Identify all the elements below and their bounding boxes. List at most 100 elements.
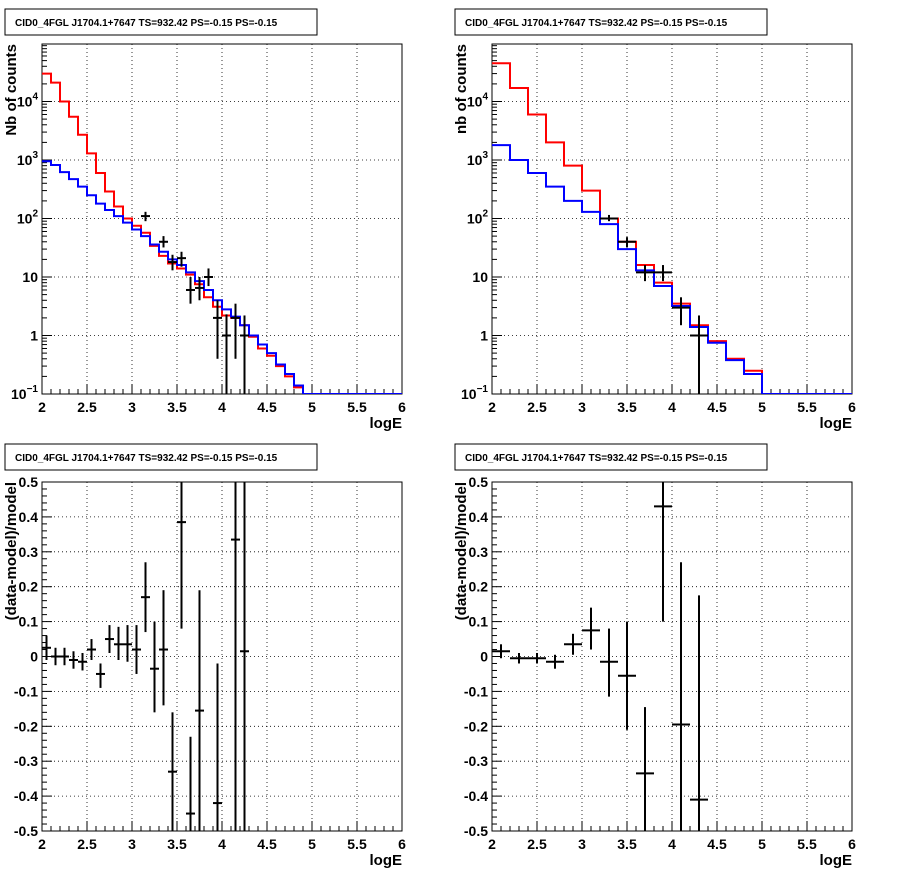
data-point [204, 268, 213, 287]
data-point [42, 635, 51, 660]
plot-area [42, 72, 402, 394]
histogram-series-2 [492, 144, 852, 394]
x-tick-label: 6 [398, 836, 406, 852]
y-tick-label: 102 [467, 209, 489, 227]
grid [41, 44, 403, 394]
x-tick-label: 5.5 [347, 399, 367, 415]
data-point [546, 654, 564, 669]
data-point [600, 628, 618, 697]
data-point [690, 595, 708, 831]
data-point [177, 482, 186, 629]
title-box [454, 443, 768, 471]
grid [41, 482, 403, 831]
data-point [177, 251, 186, 267]
x-tick-label: 3 [128, 399, 136, 415]
y-axis: -0.5 -0.4 -0.3 -0.2 -0.1 0 0.1 0.2 0.3 0.4 0.5 [464, 474, 502, 839]
data-point [132, 625, 141, 674]
x-tick-label: 3 [578, 399, 586, 415]
data-point [186, 736, 195, 831]
title-box [4, 8, 318, 36]
y-tick-label: 103 [17, 150, 39, 168]
x-tick-label: 3.5 [617, 399, 637, 415]
data-point [222, 314, 231, 394]
chart-panel-3: CID0_4FGL J1704.1+7647 TS=932.42 PS=-0.1… [3, 443, 406, 869]
chart-title: CID0_4FGL J1704.1+7647 TS=932.42 PS=-0.1… [465, 453, 728, 464]
x-axis-label: logE [820, 415, 853, 432]
plot-area [492, 482, 708, 831]
y-axis: -0.5 -0.4 -0.3 -0.2 -0.1 0 0.1 0.2 0.3 0.4 0.5 [14, 474, 52, 839]
data-point [690, 315, 708, 394]
x-tick-label: 2.5 [527, 399, 547, 415]
x-tick-label: 5.5 [797, 836, 817, 852]
data-point [564, 633, 582, 655]
x-tick-label: 2 [38, 836, 46, 852]
x-axis: 2 2.5 3 3.5 4 4.5 5 5.5 6 [488, 821, 856, 852]
x-tick-label: 2.5 [527, 836, 547, 852]
y-tick-label: 103 [467, 150, 489, 168]
data-point [141, 211, 150, 222]
y-tick-label: 0.2 [469, 579, 489, 595]
chart-panel-1: CID0_4FGL J1704.1+7647 TS=932.42 PS=-0.1… [3, 8, 406, 432]
y-tick-label: 10 [22, 269, 38, 285]
y-tick-label: 0 [30, 649, 38, 665]
y-tick-label: -0.5 [14, 823, 38, 839]
data-point [618, 237, 636, 248]
data-point [195, 277, 204, 301]
y-tick-label: 10−1 [11, 384, 38, 402]
title-box [4, 443, 318, 471]
y-tick-label: 0.2 [19, 579, 39, 595]
data-point [636, 707, 654, 831]
plot-area [492, 62, 852, 394]
data-point [582, 607, 600, 650]
y-tick-label: 0 [480, 649, 488, 665]
data-point [60, 647, 69, 666]
y-tick-label: 0.3 [19, 544, 39, 560]
x-tick-label: 3.5 [167, 399, 187, 415]
x-axis: 2 2.5 3 3.5 4 4.5 5 5.5 6 [38, 384, 406, 415]
y-axis-label: (data-model)/model [3, 482, 20, 620]
x-tick-label: 5.5 [797, 399, 817, 415]
x-tick-label: 3.5 [167, 836, 187, 852]
y-tick-label: 10 [472, 269, 488, 285]
data-point [150, 621, 159, 713]
x-tick-label: 6 [848, 836, 856, 852]
y-tick-label: 1 [30, 328, 38, 344]
data-point [672, 562, 690, 831]
data-point [240, 315, 249, 394]
x-tick-label: 4 [668, 399, 676, 415]
x-tick-label: 6 [398, 399, 406, 415]
data-point [240, 482, 249, 831]
histogram-series-1 [42, 72, 402, 394]
data-point [654, 265, 672, 282]
x-axis: 2 2.5 3 3.5 4 4.5 5 5.5 6 [38, 821, 406, 852]
x-tick-label: 5 [308, 836, 316, 852]
x-tick-label: 4.5 [707, 836, 727, 852]
x-tick-label: 4.5 [257, 836, 277, 852]
chart-title: CID0_4FGL J1704.1+7647 TS=932.42 PS=-0.1… [465, 18, 728, 29]
y-tick-label: -0.1 [464, 683, 488, 699]
data-point [672, 297, 690, 326]
x-axis-label: logE [370, 415, 403, 432]
data-point [168, 712, 177, 831]
data-point [87, 639, 96, 660]
chart-panel-2: CID0_4FGL J1704.1+7647 TS=932.42 PS=-0.1… [453, 8, 856, 432]
x-axis-label: logE [820, 852, 853, 869]
data-point [105, 625, 114, 654]
y-tick-label: 0.1 [469, 614, 489, 630]
data-point [636, 265, 654, 282]
x-tick-label: 4.5 [257, 399, 277, 415]
y-tick-label: -0.2 [464, 718, 488, 734]
data-point [78, 653, 87, 671]
data-point [654, 482, 672, 622]
grid [491, 44, 853, 394]
title-box [454, 8, 768, 36]
y-axis-label: (data-model)/model [453, 482, 470, 620]
data-point [618, 621, 636, 730]
data-point [114, 626, 123, 660]
x-tick-label: 5 [308, 399, 316, 415]
x-tick-label: 2 [488, 399, 496, 415]
x-tick-label: 4 [218, 399, 226, 415]
x-tick-label: 2.5 [77, 836, 97, 852]
data-point [528, 653, 546, 664]
x-tick-label: 5 [758, 399, 766, 415]
